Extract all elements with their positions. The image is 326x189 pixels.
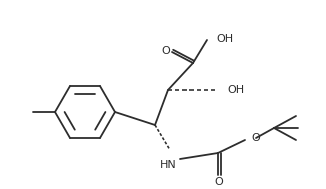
Text: O: O bbox=[162, 46, 170, 56]
Text: HN: HN bbox=[160, 160, 176, 170]
Text: O: O bbox=[215, 177, 223, 187]
Text: OH: OH bbox=[227, 85, 244, 95]
Text: OH: OH bbox=[216, 34, 233, 44]
Text: O: O bbox=[251, 133, 260, 143]
